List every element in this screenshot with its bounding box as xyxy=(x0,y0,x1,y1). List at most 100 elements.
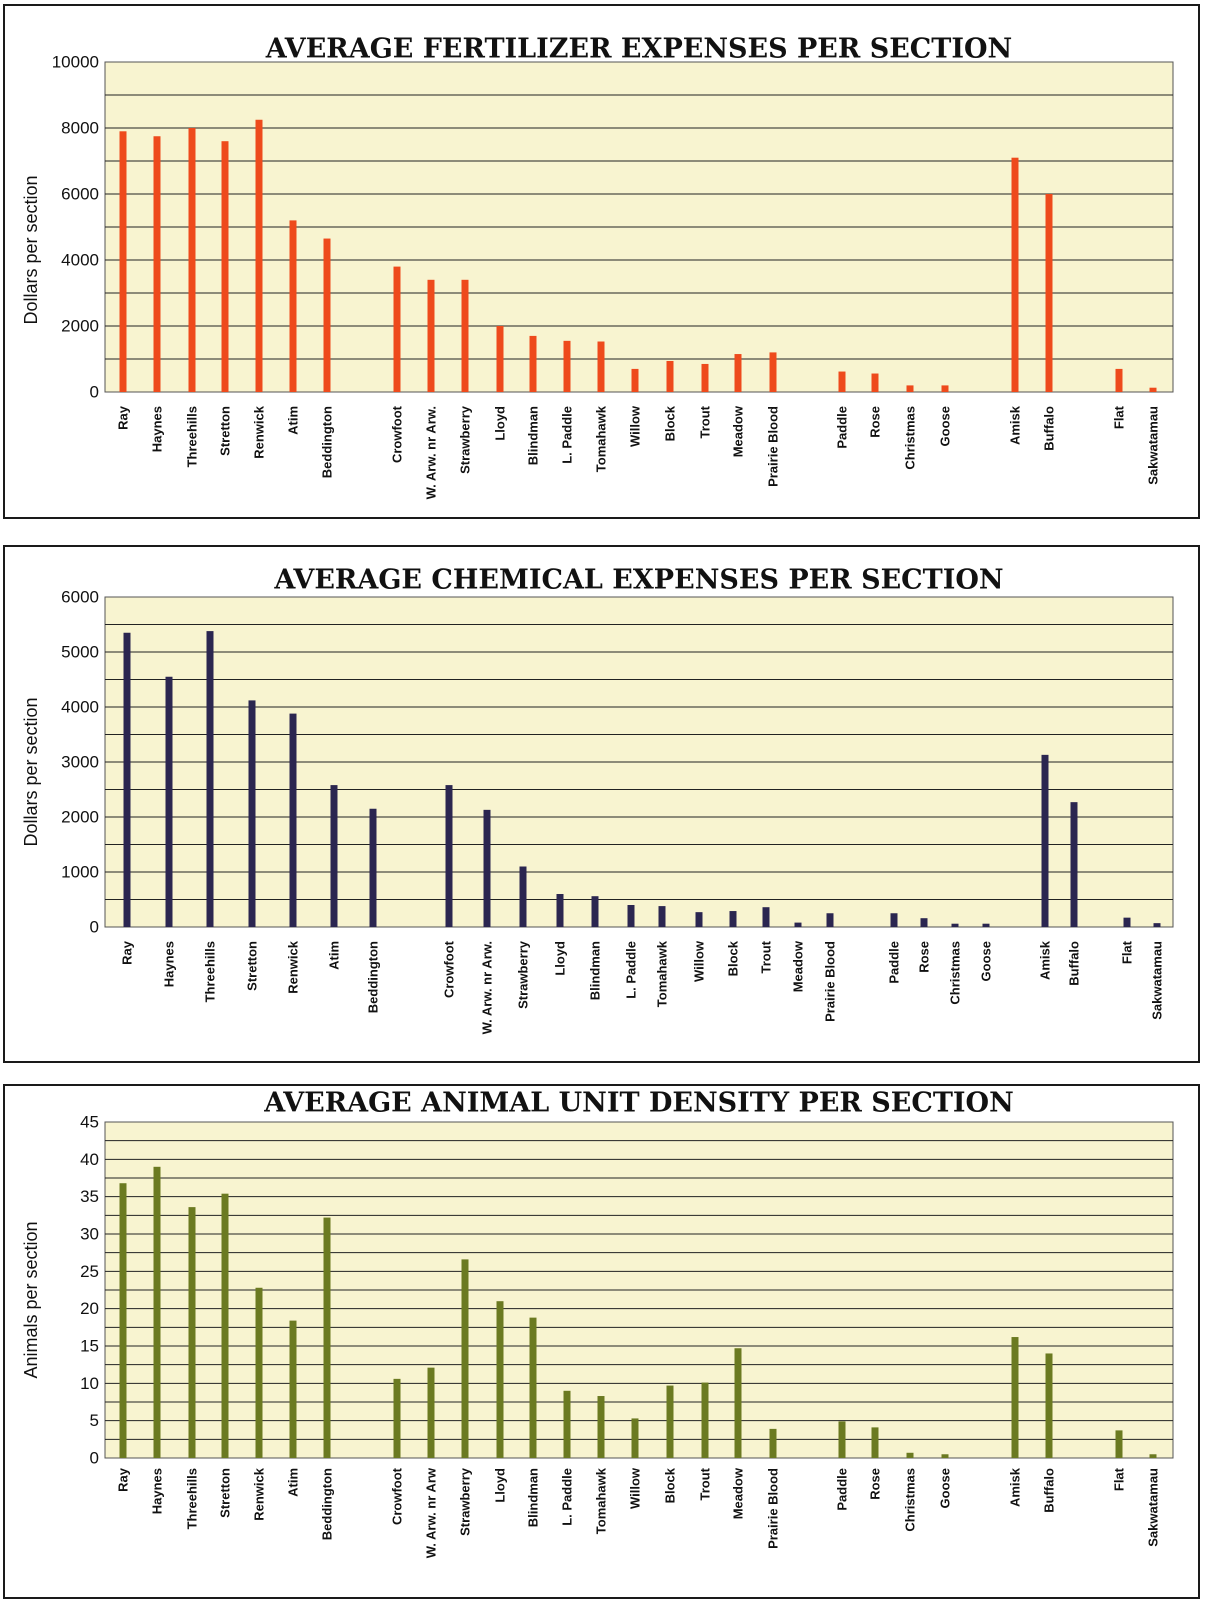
x-tick-label: Meadow xyxy=(731,405,746,457)
x-tick-label: Tomahawk xyxy=(655,940,670,1007)
x-tick-label: Beddington xyxy=(320,1468,335,1540)
y-tick-label: 0 xyxy=(90,1449,99,1468)
x-tick-label: Lloyd xyxy=(553,941,568,976)
fertilizer-chart: AVERAGE FERTILIZER EXPENSES PER SECTION 0… xyxy=(21,33,1174,499)
bar xyxy=(951,923,959,927)
x-tick-label: Trout xyxy=(698,1467,713,1500)
y-tick-label: 15 xyxy=(80,1337,99,1356)
x-tick-label: Haynes xyxy=(150,1468,165,1514)
x-tick-label: Crowfoot xyxy=(390,405,405,463)
bar xyxy=(427,1367,435,1458)
x-tick-label: Atim xyxy=(286,406,301,435)
x-tick-label: Tomahawk xyxy=(594,405,609,472)
x-tick-label: Lloyd xyxy=(493,1468,508,1503)
bar xyxy=(153,1166,161,1458)
bar xyxy=(188,1207,196,1458)
bar xyxy=(1149,387,1157,392)
bar xyxy=(627,905,635,927)
x-tick-label: Strawberry xyxy=(516,940,531,1009)
bar xyxy=(255,119,263,392)
x-tick-label: Amisk xyxy=(1008,1467,1023,1507)
bar xyxy=(762,907,770,927)
bar xyxy=(920,918,928,927)
x-tick-label: Prairie Blood xyxy=(823,941,838,1022)
x-tick-label: Rose xyxy=(917,941,932,973)
bar xyxy=(631,1418,639,1458)
bar xyxy=(838,371,846,392)
x-tick-label: Paddle xyxy=(887,941,902,984)
x-tick-label: Goose xyxy=(979,941,994,981)
x-tick-label: L. Paddle xyxy=(624,941,639,999)
x-tick-label: Renwick xyxy=(252,405,267,459)
y-tick-label: 0 xyxy=(90,383,99,402)
bar xyxy=(666,360,674,392)
x-tick-label: Buffalo xyxy=(1067,941,1082,986)
bar xyxy=(794,922,802,927)
bar xyxy=(445,785,453,927)
x-tick-label: Buffalo xyxy=(1042,1468,1057,1513)
x-tick-label: Ray xyxy=(120,940,135,965)
x-tick-label: Tomahawk xyxy=(594,1467,609,1534)
y-tick-label: 1000 xyxy=(61,863,99,882)
bar xyxy=(563,1390,571,1458)
x-tick-label: Beddington xyxy=(366,941,381,1013)
x-tick-label: Crowfoot xyxy=(390,1467,405,1525)
x-tick-label: Rose xyxy=(868,406,883,438)
x-tick-label: Blindman xyxy=(526,406,541,465)
y-tick-label: 3000 xyxy=(61,753,99,772)
x-tick-label: Christmas xyxy=(903,406,918,470)
bar xyxy=(631,368,639,392)
bar xyxy=(769,352,777,392)
x-tick-label: Amisk xyxy=(1008,405,1023,445)
y-tick-label: 4000 xyxy=(61,698,99,717)
x-tick-label: Goose xyxy=(938,406,953,446)
bar xyxy=(563,340,571,392)
bar xyxy=(330,785,338,927)
x-tick-label: Flat xyxy=(1120,940,1135,964)
bar xyxy=(496,326,504,392)
y-tick-label: 6000 xyxy=(61,588,99,607)
bar xyxy=(658,906,666,927)
y-tick-label: 6000 xyxy=(61,185,99,204)
x-tick-label: Block xyxy=(663,405,678,441)
bar xyxy=(1045,1353,1053,1458)
x-tick-label: Block xyxy=(663,1467,678,1503)
x-tick-label: Christmas xyxy=(903,1468,918,1532)
chemical-chart: AVERAGE CHEMICAL EXPENSES PER SECTION 0 10… xyxy=(21,564,1174,1034)
bar xyxy=(597,341,605,392)
bar xyxy=(695,912,703,927)
x-tick-label: W. Arw. nr Arw. xyxy=(424,406,439,499)
bar xyxy=(734,1348,742,1458)
bar xyxy=(221,141,229,392)
y-tick-label: 4000 xyxy=(61,251,99,270)
y-tick-label: 2000 xyxy=(61,808,99,827)
bar xyxy=(255,1287,263,1458)
bar xyxy=(906,385,914,392)
bar xyxy=(519,866,527,927)
bar xyxy=(1115,1430,1123,1458)
bar xyxy=(496,1301,504,1458)
y-tick-label: 8000 xyxy=(61,119,99,138)
bar xyxy=(1115,368,1123,392)
x-tick-label: L. Paddle xyxy=(560,406,575,464)
x-tick-label: Beddington xyxy=(320,406,335,478)
bar xyxy=(369,808,377,927)
x-tick-label: Christmas xyxy=(948,941,963,1005)
y-tick-label: 10000 xyxy=(52,53,99,72)
bar xyxy=(871,373,879,392)
y-tick-label: 30 xyxy=(80,1225,99,1244)
bar xyxy=(941,385,949,392)
animal-density-chart-panel: AVERAGE ANIMAL UNIT DENSITY PER SECTION 0… xyxy=(3,1084,1200,1599)
x-tick-label: Paddle xyxy=(835,1468,850,1511)
bar xyxy=(323,238,331,392)
x-tick-label: Haynes xyxy=(162,941,177,987)
x-tick-label: Trout xyxy=(698,405,713,438)
y-tick-label: 5000 xyxy=(61,643,99,662)
x-tick-label: Atim xyxy=(286,1468,301,1497)
x-tick-label: Lloyd xyxy=(493,406,508,441)
y-tick-label: 25 xyxy=(80,1262,99,1281)
bar xyxy=(461,279,469,392)
bar xyxy=(289,1320,297,1458)
bar xyxy=(153,136,161,392)
y-tick-label: 40 xyxy=(80,1150,99,1169)
